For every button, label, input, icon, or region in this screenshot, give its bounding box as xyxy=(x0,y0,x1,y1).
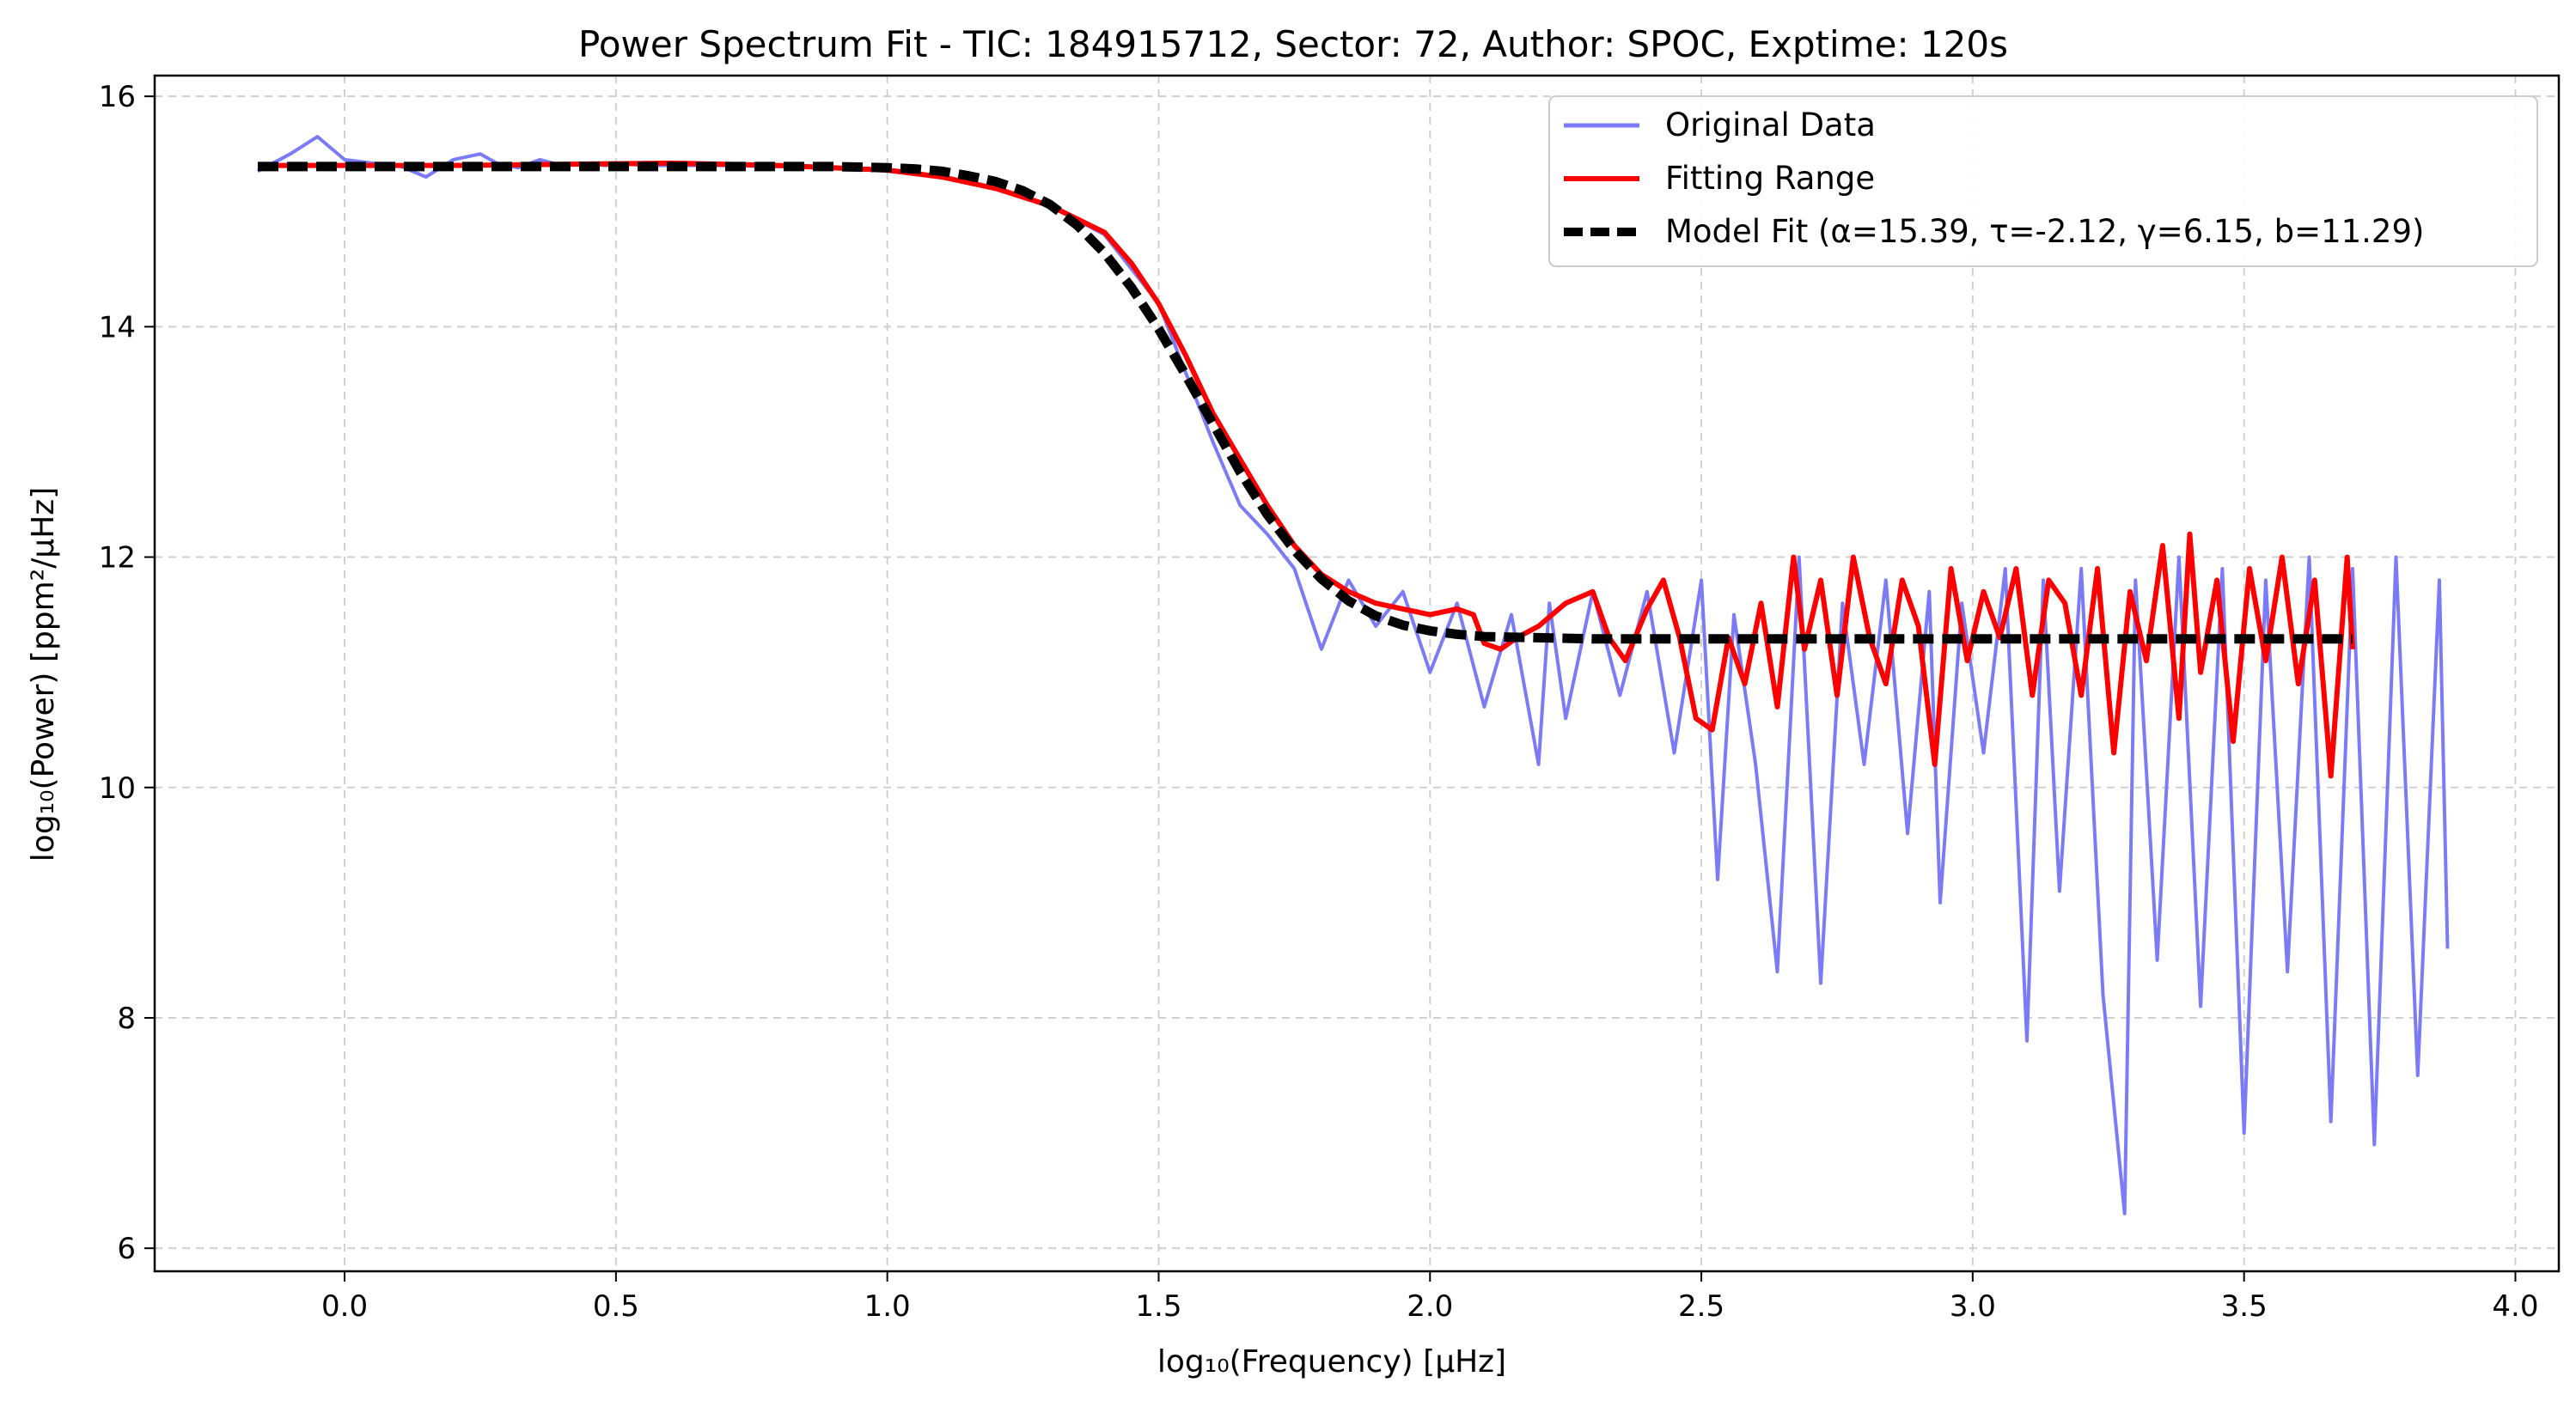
x-axis-label: log₁₀(Frequency) [μHz] xyxy=(1157,1344,1506,1380)
legend-label-fitting-range: Fitting Range xyxy=(1665,160,1875,197)
legend-label-model-fit: Model Fit (α=15.39, τ=-2.12, γ=6.15, b=1… xyxy=(1665,213,2424,250)
x-tick-label: 0.5 xyxy=(593,1289,639,1324)
chart-title: Power Spectrum Fit - TIC: 184915712, Sec… xyxy=(578,23,2008,65)
model-fit-line xyxy=(258,161,2353,644)
legend: Original Data Fitting Range Model Fit (α… xyxy=(1548,95,2538,267)
x-tick-label: 3.0 xyxy=(1950,1289,1996,1324)
y-tick-label: 6 xyxy=(117,1232,136,1266)
x-tick-label: 3.5 xyxy=(2221,1289,2268,1324)
axes: 0.0 0.5 1.0 1.5 2.0 2.5 3.0 3.5 4.0 6 8 10 12 14 16 xyxy=(99,74,2561,1324)
x-tick-label: 0.0 xyxy=(321,1289,368,1324)
x-tick-label: 4.0 xyxy=(2492,1289,2538,1324)
x-tick-label: 2.5 xyxy=(1678,1289,1724,1324)
grid-lines xyxy=(155,76,2559,1271)
legend-box xyxy=(1548,95,2538,267)
y-tick-label: 10 xyxy=(99,771,136,806)
y-tick-label: 14 xyxy=(99,310,136,344)
y-tick-label: 8 xyxy=(117,1002,136,1036)
y-tick-label: 12 xyxy=(99,541,136,576)
y-axis-label: log₁₀(Power) [ppm²/μHz] xyxy=(26,487,61,862)
y-tick-label: 16 xyxy=(99,80,136,114)
plot-area xyxy=(257,135,2450,1215)
legend-label-original-data: Original Data xyxy=(1665,107,1876,143)
x-tick-label: 1.0 xyxy=(864,1289,911,1324)
x-tick-label: 2.0 xyxy=(1407,1289,1453,1324)
plot-frame xyxy=(153,74,2561,1273)
x-tick-label: 1.5 xyxy=(1135,1289,1181,1324)
